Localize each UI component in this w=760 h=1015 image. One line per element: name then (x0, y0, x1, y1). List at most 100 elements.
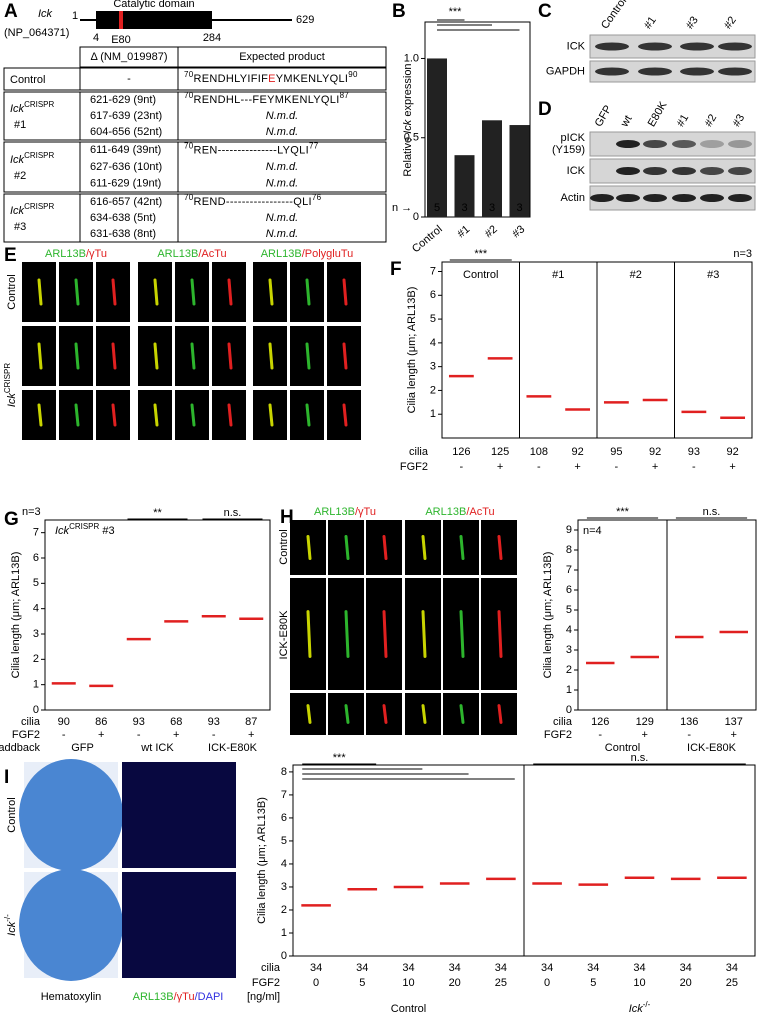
cilium (342, 342, 348, 370)
superscript: CRISPR (3, 363, 12, 393)
y-tick-label: 6 (33, 552, 39, 564)
deletion: 611-629 (19nt) (90, 178, 161, 190)
channel-part: ARL13B (133, 991, 174, 1003)
bar (454, 155, 475, 217)
position: 629 (296, 14, 314, 26)
band (718, 67, 752, 76)
fgf2-value: 20 (449, 977, 461, 989)
y-tick-label: 2 (33, 653, 39, 665)
y-tick-label: 5 (566, 604, 572, 616)
cilium (344, 704, 350, 724)
channel-label: Hematoxylin (41, 991, 102, 1003)
band (700, 140, 724, 148)
superscript: CRISPR (24, 202, 54, 211)
cilium (227, 342, 233, 370)
significance: n.s. (703, 506, 721, 518)
panel-label: E (4, 245, 17, 266)
cilia-count: 93 (688, 446, 700, 458)
plot-frame (44, 519, 271, 711)
superscript: -/- (643, 1000, 651, 1009)
cilium (382, 535, 388, 560)
fgf2-value: 20 (680, 977, 692, 989)
y-tick-label: 1 (430, 408, 436, 420)
residue-number: 70 (184, 70, 194, 79)
domain-label: Catalytic domain (113, 0, 194, 10)
channel-part: ARL13B (314, 506, 355, 518)
cilia-count: 34 (402, 962, 414, 974)
group-label: Control (605, 742, 640, 754)
table-row-frame (3, 193, 387, 243)
blot-label: ICK (567, 40, 586, 52)
cilia-count: 136 (680, 716, 698, 728)
y-tick-label: 1 (566, 684, 572, 696)
y-tick-label: 4 (430, 337, 436, 349)
group-label: Ick-/- (629, 1000, 651, 1015)
deletion: - (127, 73, 131, 85)
residue-number: 76 (312, 193, 322, 202)
y-tick-label: 4 (33, 603, 39, 615)
tissue (19, 759, 123, 871)
tissue (19, 869, 123, 981)
significance: *** (333, 752, 347, 764)
deletion: 617-639 (23nt) (90, 110, 162, 122)
cilium (421, 704, 427, 724)
y-tick-label: 6 (430, 289, 436, 301)
row-label: Control (278, 529, 290, 564)
cilium (111, 342, 117, 370)
group-label: #2 (630, 269, 642, 281)
table-row-frame (3, 67, 387, 91)
n-label: 5 (434, 202, 440, 214)
dapi (122, 762, 236, 868)
y-tick-label: 6 (281, 812, 287, 824)
row-number: #3 (14, 221, 26, 233)
cilium (268, 342, 274, 370)
residue-number: 77 (309, 141, 319, 150)
band (643, 140, 667, 148)
superscript: CRISPR (24, 151, 54, 160)
plot-frame (424, 21, 531, 218)
subtitle: IckCRISPR #3 (55, 522, 115, 537)
band (616, 194, 640, 202)
lane-label: #2 (703, 112, 720, 129)
cilium (227, 278, 233, 306)
panel-label: I (4, 767, 9, 788)
y-tick-label: 8 (566, 544, 572, 556)
lane-label: #1 (675, 112, 692, 129)
y-tick-label: 4 (566, 624, 572, 636)
cilia-count: 125 (491, 446, 509, 458)
fgf2-value: - (537, 461, 541, 473)
panel-label: D (538, 99, 552, 120)
y-tick-label: 5 (430, 313, 436, 325)
row-name: IckCRISPR (10, 100, 55, 115)
y-tick-label: 5 (281, 835, 287, 847)
residue-number: 70 (184, 141, 194, 150)
band (638, 42, 672, 51)
cilia-count: 108 (530, 446, 548, 458)
deletion: 627-636 (10nt) (90, 161, 162, 173)
text-part: #3 (99, 525, 114, 537)
y-tick-label: 2 (430, 384, 436, 396)
cilium (344, 535, 350, 560)
row-name: IckCRISPR (10, 151, 55, 166)
row-name: Control (10, 74, 45, 86)
blot (589, 60, 756, 83)
y-tick-label: 6 (566, 584, 572, 596)
text-part: Ick (6, 393, 18, 408)
superscript: CRISPR (69, 522, 99, 531)
channel-part: ARL13B (45, 248, 86, 260)
cilia-count: 34 (310, 962, 322, 974)
panel-label: G (4, 509, 19, 530)
cilium (111, 278, 117, 306)
cilium (342, 278, 348, 306)
cilia-count: 129 (636, 716, 654, 728)
cilium (74, 403, 80, 427)
group-label: GFP (71, 742, 94, 754)
y-axis-label: Cilia length (μm; ARL13B) (542, 552, 554, 679)
band (672, 140, 696, 148)
channel-part: ARL13B (261, 248, 302, 260)
fgf2-value: + (98, 729, 104, 741)
fgf2-value: - (62, 729, 66, 741)
n-label: n=3 (733, 248, 752, 260)
cilium (497, 610, 503, 658)
cilium (190, 403, 196, 427)
